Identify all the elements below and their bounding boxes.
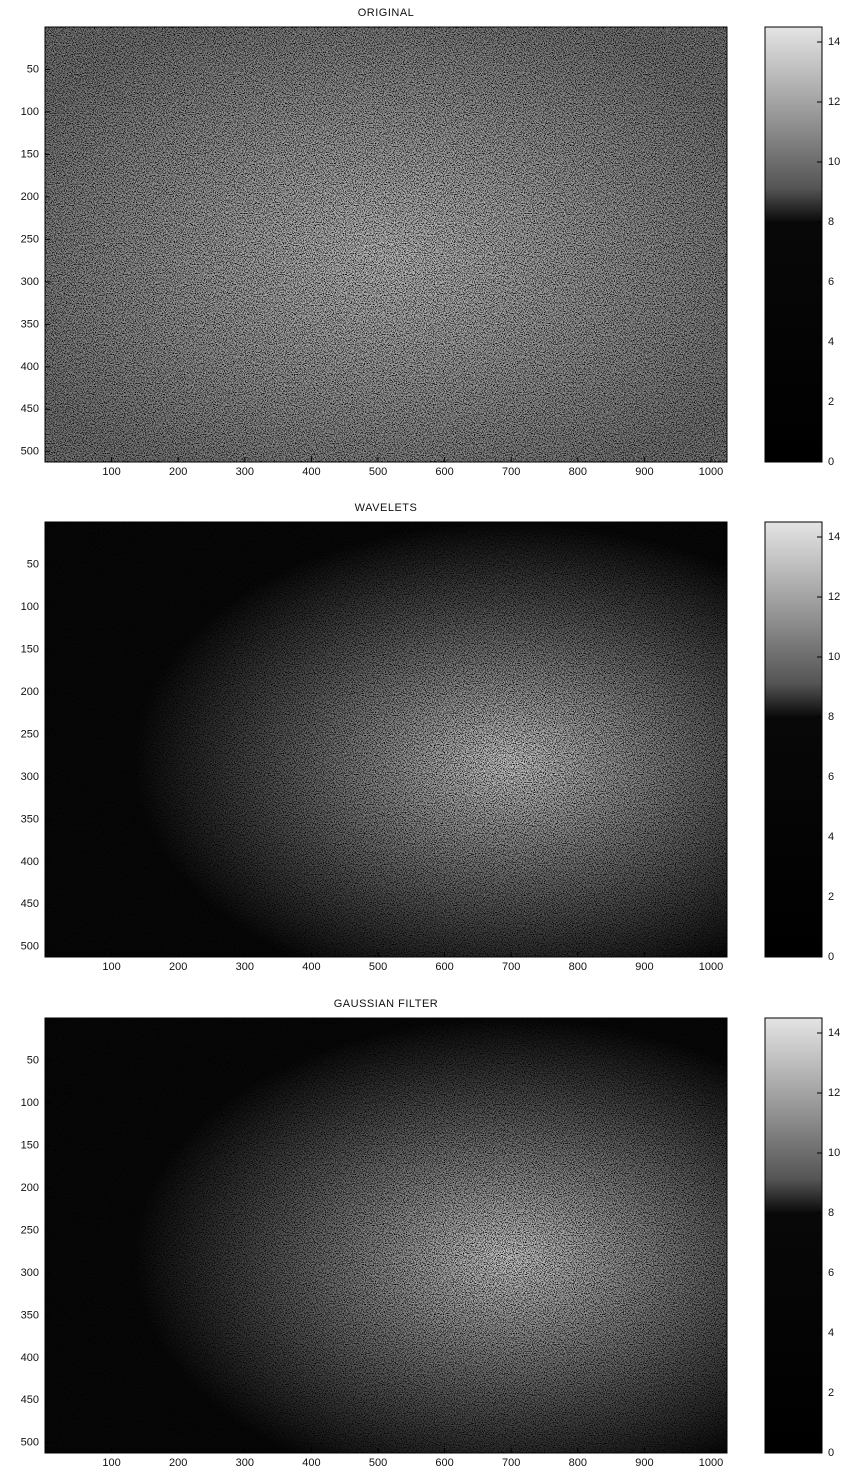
colorbar-tick-label: 12 [828,1087,840,1099]
colorbar-tick-label: 6 [828,771,834,783]
y-tick-label: 450 [21,1394,39,1406]
colorbar-tick-label: 4 [828,831,834,843]
y-tick-label: 250 [21,1224,39,1236]
y-tick-label: 350 [21,318,39,330]
x-tick-label: 500 [369,961,387,973]
x-tick-label: 500 [369,1457,387,1469]
colorbar-tick-label: 6 [828,1267,834,1279]
colorbar-tick-label: 4 [828,336,834,348]
colorbar-tick-label: 6 [828,276,834,288]
colorbar-tick-label: 8 [828,711,834,723]
plot-frame [44,521,728,958]
y-tick-label: 50 [27,1054,39,1066]
colorbar-tick-label: 12 [828,591,840,603]
colorbar-tick-label: 10 [828,651,840,663]
x-tick-label: 200 [169,961,187,973]
y-tick-label: 250 [21,728,39,740]
y-tick-label: 500 [21,446,39,458]
y-tick-label: 150 [21,148,39,160]
y-tick-label: 450 [21,898,39,910]
y-tick-label: 150 [21,1139,39,1151]
x-tick-label: 800 [569,1457,587,1469]
colorbar-tick-label: 0 [828,951,834,963]
colorbar-tick-label: 2 [828,1387,834,1399]
y-tick-label: 500 [21,941,39,953]
x-tick-label: 400 [302,466,320,478]
y-tick-label: 50 [27,558,39,570]
x-tick-label: 200 [169,1457,187,1469]
x-tick-label: 700 [502,466,520,478]
colorbar-tick-label: 12 [828,96,840,108]
colorbar-tick-label: 0 [828,1447,834,1459]
y-tick-label: 100 [21,106,39,118]
chart-title: WAVELETS [355,502,418,514]
x-tick-label: 300 [236,466,254,478]
x-tick-label: 1000 [699,1457,723,1469]
colorbar-tick-label: 14 [828,36,840,48]
x-tick-label: 900 [635,466,653,478]
x-tick-label: 200 [169,466,187,478]
y-tick-label: 150 [21,643,39,655]
y-tick-label: 200 [21,191,39,203]
colorbar-tick-label: 14 [828,531,840,543]
x-tick-label: 600 [435,466,453,478]
x-tick-label: 100 [102,961,120,973]
y-tick-label: 100 [21,1097,39,1109]
colorbar-tick-label: 2 [828,396,834,408]
colorbar-tick-label: 10 [828,1147,840,1159]
image-shading [45,27,727,462]
x-tick-label: 800 [569,466,587,478]
y-tick-label: 400 [21,361,39,373]
x-tick-label: 500 [369,466,387,478]
x-tick-label: 400 [302,961,320,973]
colorbar-tick-label: 4 [828,1327,834,1339]
x-tick-label: 700 [502,1457,520,1469]
image-shading [45,1018,727,1453]
y-tick-label: 400 [21,856,39,868]
y-tick-label: 100 [21,601,39,613]
x-tick-label: 300 [236,1457,254,1469]
plot-frame [44,26,728,463]
x-tick-label: 600 [435,961,453,973]
y-tick-label: 200 [21,1182,39,1194]
x-tick-label: 900 [635,1457,653,1469]
colorbar [764,1017,823,1454]
colorbar-tick-label: 8 [828,1207,834,1219]
x-tick-label: 700 [502,961,520,973]
y-tick-label: 300 [21,771,39,783]
colorbar [764,521,823,958]
y-tick-label: 350 [21,1309,39,1321]
x-tick-label: 1000 [699,466,723,478]
x-tick-label: 300 [236,961,254,973]
y-tick-label: 300 [21,1267,39,1279]
x-tick-label: 900 [635,961,653,973]
x-tick-label: 600 [435,1457,453,1469]
y-tick-label: 400 [21,1352,39,1364]
image-shading [45,522,727,957]
chart-title: GAUSSIAN FILTER [334,998,438,1010]
x-tick-label: 1000 [699,961,723,973]
y-tick-label: 50 [27,63,39,75]
colorbar-tick-label: 0 [828,456,834,468]
colorbar [764,26,823,463]
y-tick-label: 200 [21,686,39,698]
plot-frame [44,1017,728,1454]
x-tick-label: 800 [569,961,587,973]
y-tick-label: 300 [21,276,39,288]
y-tick-label: 350 [21,813,39,825]
colorbar-tick-label: 10 [828,156,840,168]
y-tick-label: 250 [21,233,39,245]
x-tick-label: 400 [302,1457,320,1469]
x-tick-label: 100 [102,466,120,478]
colorbar-tick-label: 8 [828,216,834,228]
x-tick-label: 100 [102,1457,120,1469]
colorbar-tick-label: 2 [828,891,834,903]
y-tick-label: 500 [21,1437,39,1449]
colorbar-tick-label: 14 [828,1027,840,1039]
chart-title: ORIGINAL [358,7,415,19]
y-tick-label: 450 [21,403,39,415]
